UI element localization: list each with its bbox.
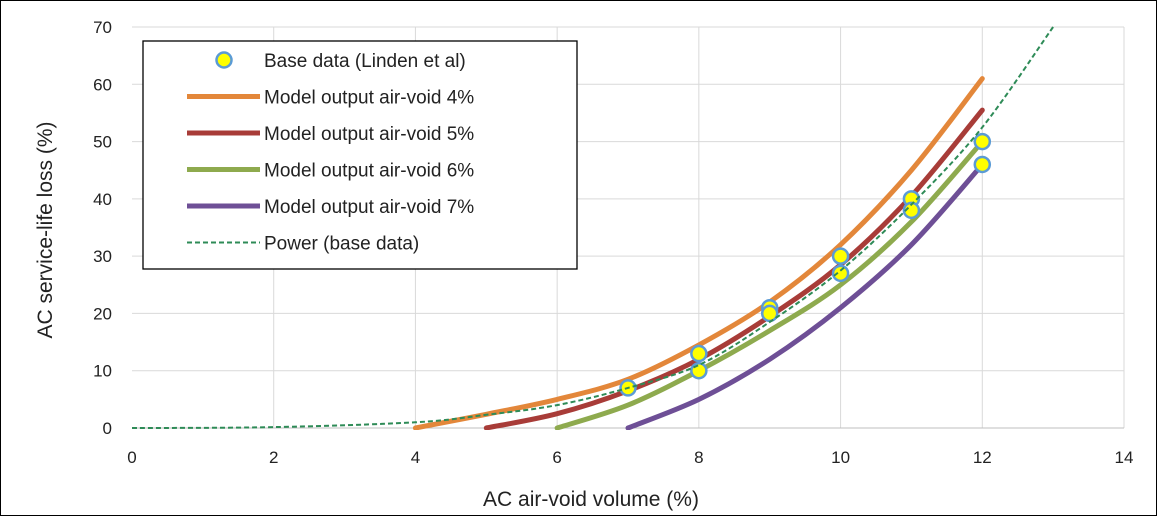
series-line-1 [412, 76, 985, 430]
x-tick-label: 2 [269, 448, 278, 467]
y-tick-label: 60 [93, 75, 112, 94]
y-tick-label: 30 [93, 247, 112, 266]
series-line-3 [554, 139, 985, 430]
data-point-marker [973, 155, 992, 174]
x-tick-label: 4 [411, 448, 420, 467]
data-point-marker [902, 201, 921, 220]
x-tick-label: 12 [973, 448, 992, 467]
data-point-marker [690, 361, 708, 380]
legend-label: Model output air-void 7% [264, 197, 474, 218]
x-tick-label: 6 [552, 448, 561, 467]
x-axis-title: AC air-void volume (%) [483, 488, 699, 511]
legend-label: Model output air-void 6% [264, 161, 474, 182]
legend-label: Base data (Linden et al) [264, 51, 466, 72]
x-tick-label: 14 [1115, 448, 1134, 467]
x-tick-label: 8 [694, 448, 703, 467]
legend: Base data (Linden et al) Model output air… [142, 40, 578, 270]
series-line-4 [625, 162, 985, 430]
y-tick-label: 20 [93, 304, 112, 323]
plot-area [132, 26, 1054, 430]
y-axis-title: AC service-life loss (%) [34, 121, 57, 338]
data-point-marker [831, 264, 850, 283]
x-tick-label: 10 [831, 448, 850, 467]
data-point-marker [973, 132, 992, 151]
y-tick-label: 70 [93, 18, 112, 37]
y-tick-label: 40 [93, 190, 112, 209]
data-point-marker [690, 344, 708, 363]
legend-label: Power (base data) [264, 234, 419, 255]
legend-label: Model output air-void 4% [264, 88, 474, 109]
y-tick-label: 0 [103, 419, 112, 438]
y-tick-label: 10 [93, 362, 112, 381]
legend-label: Model output air-void 5% [264, 124, 474, 145]
tick-labels: 0 2 4 6 8 10 12 14 0 10 20 30 40 50 60 70 [93, 18, 1133, 467]
legend-box [142, 40, 578, 270]
y-tick-label: 50 [93, 133, 112, 152]
x-tick-label: 0 [127, 448, 136, 467]
data-point-marker [760, 304, 779, 323]
legend-marker [215, 51, 233, 69]
data-point-marker [831, 247, 850, 265]
trendline [132, 26, 1054, 429]
